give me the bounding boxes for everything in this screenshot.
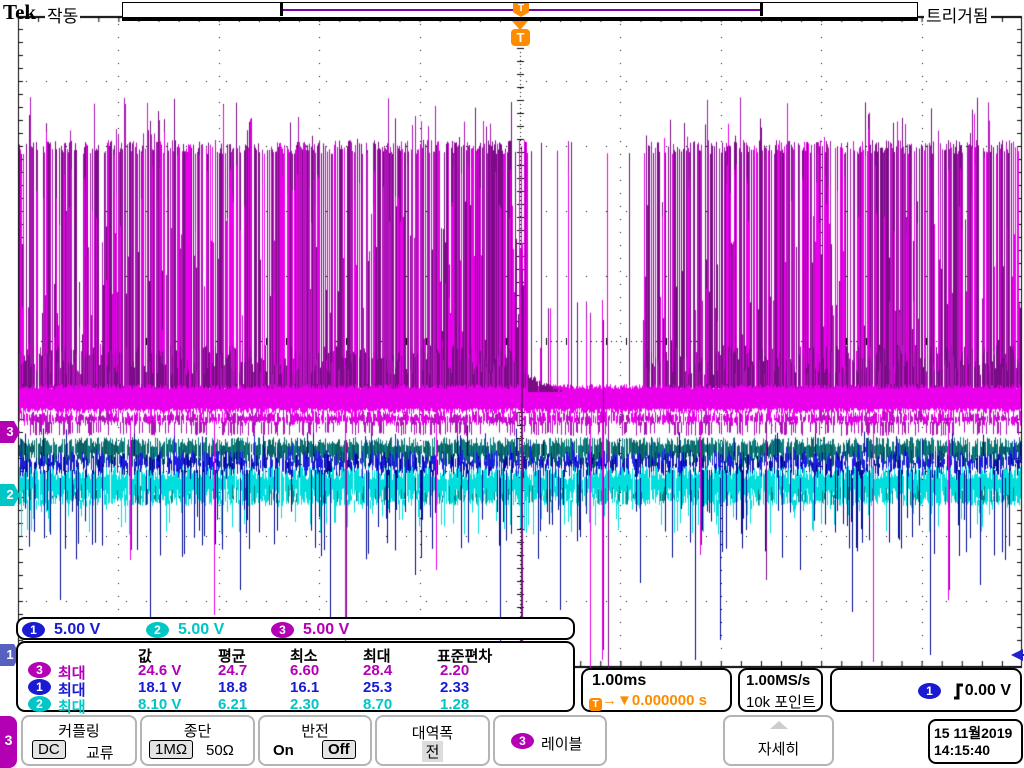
trigger-position-readout: T →▼0.000000 s xyxy=(589,692,707,711)
trigger-status: 트리거됨 xyxy=(924,2,991,27)
ch1-badge: 1 xyxy=(28,679,51,695)
meas-name: 최대 xyxy=(58,682,86,699)
invert-off-button[interactable]: Off xyxy=(322,740,356,759)
timebase-scale: 1.00ms xyxy=(592,672,647,689)
coupling-dc-button[interactable]: DC xyxy=(32,740,66,759)
more-button[interactable]: 자세히 xyxy=(757,741,800,758)
col-header-mean: 평균 xyxy=(218,648,246,665)
col-header-max: 최대 xyxy=(363,648,391,665)
trigger-position-value: 0.000000 s xyxy=(631,692,707,709)
meas-mean: 24.7 xyxy=(218,662,248,679)
coupling-menu[interactable]: 커플링 DC 교류 xyxy=(21,715,137,766)
coupling-ac-button[interactable]: 교류 xyxy=(86,745,114,762)
bandwidth-value[interactable]: 전 xyxy=(421,741,444,762)
meas-mean: 6.21 xyxy=(218,696,248,713)
trigger-marker-badge[interactable]: T xyxy=(511,29,530,46)
ch2-badge: 2 xyxy=(146,621,169,638)
invert-on-button[interactable]: On xyxy=(273,742,294,759)
trigger-source-badge: 1 xyxy=(918,683,941,699)
tek-logo: Tek xyxy=(3,0,37,24)
termination-title: 종단 xyxy=(183,723,212,740)
meas-max: 28.4 xyxy=(363,662,393,679)
meas-stddev: 2.20 xyxy=(440,662,470,679)
col-header-min: 최소 xyxy=(290,648,318,665)
termination-50-button[interactable]: 50Ω xyxy=(206,742,234,759)
meas-value: 24.6 V xyxy=(138,662,182,679)
record-length: 10k 포인트 xyxy=(746,694,816,711)
meas-max: 8.70 xyxy=(363,696,393,713)
time-value: 14:15:40 xyxy=(934,742,991,758)
trigger-readout: 1 0.00 V xyxy=(830,668,1022,712)
measurement-row-ch3: 3 최대 24.6 V 24.7 6.60 28.4 2.20 xyxy=(18,662,573,682)
termination-menu[interactable]: 종단 1MΩ 50Ω xyxy=(140,715,255,766)
datetime-box: 15 11월2019 14:15:40 xyxy=(928,719,1023,764)
ch2-position-marker[interactable]: 2 xyxy=(0,484,20,506)
meas-name: 최대 xyxy=(58,665,86,682)
termination-1m-button[interactable]: 1MΩ xyxy=(149,740,194,759)
measurement-row-ch1: 1 최대 18.1 V 18.8 16.1 25.3 2.33 xyxy=(18,679,573,699)
meas-mean: 18.8 xyxy=(218,679,248,696)
meas-value: 8.10 V xyxy=(138,696,182,713)
rising-edge-icon xyxy=(954,683,963,700)
invert-title: 반전 xyxy=(301,723,329,740)
ch2-badge: 2 xyxy=(28,696,51,712)
coupling-title: 커플링 xyxy=(58,723,100,740)
col-header-stddev: 표준편차 xyxy=(437,648,493,665)
trigger-position-flag-icon[interactable]: T xyxy=(513,3,529,17)
ch1-scale: 5.00 V xyxy=(54,621,101,638)
trigger-marker-triangle-icon[interactable] xyxy=(512,21,528,30)
more-menu[interactable]: 자세히 xyxy=(723,715,834,766)
meas-min: 16.1 xyxy=(290,679,320,696)
meas-stddev: 2.33 xyxy=(440,679,470,696)
t-icon: T xyxy=(589,698,602,711)
chevron-up-icon xyxy=(769,721,788,729)
invert-menu[interactable]: 반전 On Off xyxy=(258,715,372,766)
acquisition-status: 작동 xyxy=(45,2,81,27)
meas-min: 2.30 xyxy=(290,696,320,713)
window-bracket-right xyxy=(760,3,763,16)
bandwidth-title: 대역폭 xyxy=(411,725,454,742)
ch1-scale-readout[interactable]: 1 5.00 V xyxy=(22,621,100,639)
ch3-scale: 5.00 V xyxy=(303,621,350,638)
meas-max: 25.3 xyxy=(363,679,393,696)
arrow-icon: →▼ xyxy=(602,692,632,709)
ch3-position-marker[interactable]: 3 xyxy=(0,421,20,443)
window-bracket-left xyxy=(280,3,283,16)
measurement-table: 값 평균 최소 최대 표준편차 3 최대 24.6 V 24.7 6.60 28… xyxy=(16,641,575,716)
label-button[interactable]: 레이블 xyxy=(541,736,583,753)
sample-rate: 1.00MS/s xyxy=(746,672,811,689)
timebase-readout: 1.00ms T →▼0.000000 s xyxy=(581,668,732,712)
channel-scale-bar: 1 5.00 V 2 5.00 V 3 5.00 V xyxy=(16,617,575,640)
label-channel-badge: 3 xyxy=(511,733,534,749)
ch1-position-marker[interactable]: 1 xyxy=(0,644,20,666)
record-preview-bar: T xyxy=(122,2,918,21)
meas-min: 6.60 xyxy=(290,662,320,679)
ch3-badge: 3 xyxy=(28,662,51,678)
ch3-scale-readout[interactable]: 3 5.00 V xyxy=(271,621,349,639)
meas-name: 최대 xyxy=(58,699,86,716)
ch2-scale: 5.00 V xyxy=(178,621,225,638)
ch1-badge: 1 xyxy=(22,621,45,638)
meas-value: 18.1 V xyxy=(138,679,182,696)
trigger-level-value: 0.00 V xyxy=(964,682,1011,699)
acquisition-readout: 1.00MS/s 10k 포인트 xyxy=(738,668,823,712)
bandwidth-menu[interactable]: 대역폭 전 xyxy=(375,715,490,766)
ch3-badge: 3 xyxy=(271,621,294,638)
date-value: 15 11월2019 xyxy=(934,725,1013,741)
col-header-value: 값 xyxy=(138,648,152,665)
ch2-scale-readout[interactable]: 2 5.00 V xyxy=(146,621,224,639)
menu-channel-tab: 3 xyxy=(0,716,17,768)
label-menu[interactable]: 3 레이블 xyxy=(493,715,607,766)
trigger-level-line xyxy=(1019,654,1024,656)
measurement-row-ch2: 2 최대 8.10 V 6.21 2.30 8.70 1.28 xyxy=(18,696,573,716)
meas-stddev: 1.28 xyxy=(440,696,470,713)
